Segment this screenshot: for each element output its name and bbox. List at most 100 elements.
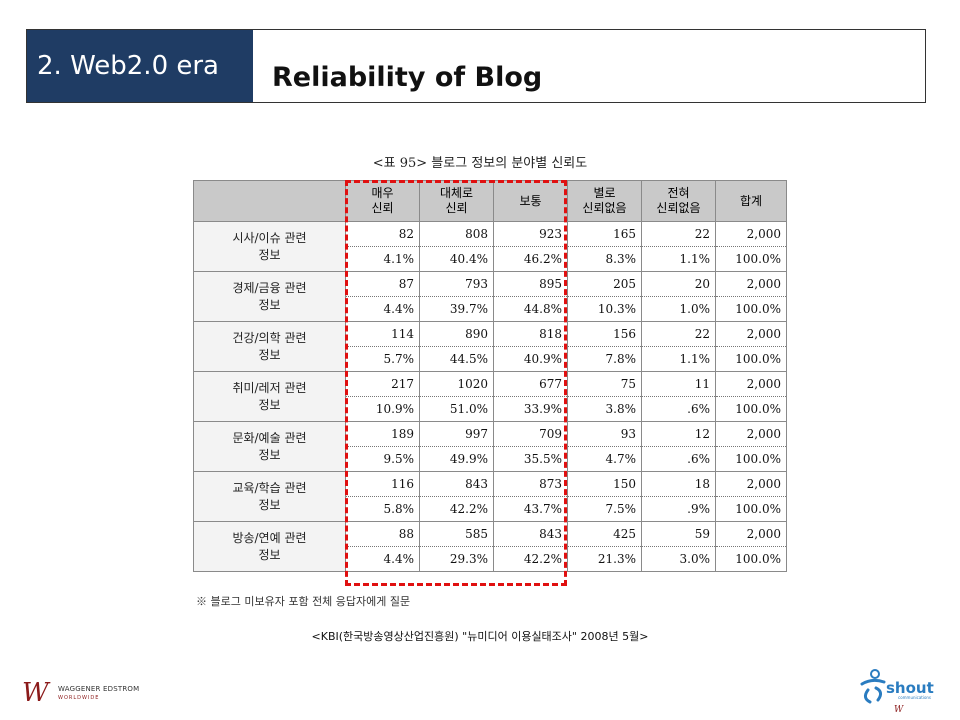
percent-cell: 5.8% [345, 496, 420, 522]
count-cell: 217 [345, 371, 420, 397]
row-category: 건강/의학 관련 정보 [193, 321, 346, 372]
percent-cell: 100.0% [715, 246, 787, 272]
count-cell: 87 [345, 271, 420, 297]
percent-cell: 4.4% [345, 296, 420, 322]
table-header-row: 매우 신뢰 대체로 신뢰 보통 별로 신뢰없음 전혀 신뢰없음 합계 [193, 180, 787, 222]
column-header: 보통 [493, 180, 568, 222]
count-cell: 2,000 [715, 421, 787, 447]
percent-cell: 7.5% [567, 496, 642, 522]
percent-cell: .6% [641, 396, 716, 422]
percent-cell: 100.0% [715, 396, 787, 422]
source-citation: <KBI(한국방송영상산업진흥원) "뉴미디어 이용실태조사" 2008년 5월… [311, 630, 649, 643]
column-header: 합계 [715, 180, 787, 222]
count-cell: 873 [493, 471, 568, 497]
percent-cell: 21.3% [567, 546, 642, 572]
count-cell: 88 [345, 521, 420, 547]
count-cell: 12 [641, 421, 716, 447]
count-cell: 156 [567, 321, 642, 347]
table-row: 방송/연예 관련 정보 88 585 843 425 59 2,000 [193, 521, 787, 572]
row-category: 취미/레저 관련 정보 [193, 371, 346, 422]
percent-cell: 42.2% [493, 546, 568, 572]
percent-cell: 40.9% [493, 346, 568, 372]
column-header: 전혀 신뢰없음 [641, 180, 716, 222]
count-cell: 425 [567, 521, 642, 547]
table-row: 5.8% 42.2% 43.7% 7.5% .9% 100.0% [194, 496, 787, 522]
table-row: 시사/이슈 관련 정보 82 808 923 165 22 2,000 [193, 221, 787, 272]
percent-cell: 44.8% [493, 296, 568, 322]
title-bar: 2. Web2.0 era Reliability of Blog [26, 29, 926, 103]
count-cell: 2,000 [715, 371, 787, 397]
percent-cell: 3.8% [567, 396, 642, 422]
count-cell: 793 [419, 271, 494, 297]
count-cell: 150 [567, 471, 642, 497]
percent-cell: 35.5% [493, 446, 568, 472]
percent-cell: 5.7% [345, 346, 420, 372]
percent-cell: 4.4% [345, 546, 420, 572]
table-footnote: ※ 블로그 미보유자 포함 전체 응답자에게 질문 [196, 595, 411, 608]
table-row: 4.4% 39.7% 44.8% 10.3% 1.0% 100.0% [194, 296, 787, 322]
row-category: 시사/이슈 관련 정보 [193, 221, 346, 272]
percent-cell: 46.2% [493, 246, 568, 272]
count-cell: 677 [493, 371, 568, 397]
count-cell: 709 [493, 421, 568, 447]
count-cell: 843 [493, 521, 568, 547]
count-cell: 93 [567, 421, 642, 447]
percent-cell: 10.3% [567, 296, 642, 322]
count-cell: 116 [345, 471, 420, 497]
percent-cell: 8.3% [567, 246, 642, 272]
percent-cell: 9.5% [345, 446, 420, 472]
percent-cell: 100.0% [715, 446, 787, 472]
header-blank-cell [193, 180, 346, 222]
count-cell: 22 [641, 221, 716, 247]
percent-cell: 1.1% [641, 346, 716, 372]
shout-figure-icon [860, 669, 886, 704]
percent-cell: 29.3% [419, 546, 494, 572]
percent-cell: 7.8% [567, 346, 642, 372]
row-category: 교육/학습 관련 정보 [193, 471, 346, 522]
percent-cell: 42.2% [419, 496, 494, 522]
count-cell: 2,000 [715, 271, 787, 297]
table-row: 4.4% 29.3% 42.2% 21.3% 3.0% 100.0% [194, 546, 787, 572]
slide-title: Reliability of Blog [272, 62, 543, 93]
logo-mark: W [22, 678, 49, 708]
percent-cell: 4.7% [567, 446, 642, 472]
table-row: 5.7% 44.5% 40.9% 7.8% 1.1% 100.0% [194, 346, 787, 372]
table-row: 4.1% 40.4% 46.2% 8.3% 1.1% 100.0% [194, 246, 787, 272]
count-cell: 808 [419, 221, 494, 247]
percent-cell: .6% [641, 446, 716, 472]
logo-mini-mark: W [894, 705, 904, 715]
percent-cell: 3.0% [641, 546, 716, 572]
percent-cell: 40.4% [419, 246, 494, 272]
count-cell: 2,000 [715, 221, 787, 247]
count-cell: 22 [641, 321, 716, 347]
count-cell: 11 [641, 371, 716, 397]
table-row: 9.5% 49.9% 35.5% 4.7% .6% 100.0% [194, 446, 787, 472]
logo-sub: WORLDWIDE [58, 695, 100, 701]
count-cell: 114 [345, 321, 420, 347]
count-cell: 923 [493, 221, 568, 247]
count-cell: 75 [567, 371, 642, 397]
count-cell: 997 [419, 421, 494, 447]
table-row: 경제/금융 관련 정보 87 793 895 205 20 2,000 [193, 271, 787, 322]
waggener-edstrom-logo: W WAGGENER EDSTROM WORLDWIDE [22, 678, 162, 708]
percent-cell: 1.1% [641, 246, 716, 272]
percent-cell: 51.0% [419, 396, 494, 422]
column-header: 매우 신뢰 [345, 180, 420, 222]
column-header: 대체로 신뢰 [419, 180, 494, 222]
count-cell: 20 [641, 271, 716, 297]
section-tab: 2. Web2.0 era [27, 30, 253, 102]
count-cell: 2,000 [715, 471, 787, 497]
count-cell: 165 [567, 221, 642, 247]
row-category: 방송/연예 관련 정보 [193, 521, 346, 572]
row-category: 경제/금융 관련 정보 [193, 271, 346, 322]
shout-logo: shout communications W [858, 668, 938, 718]
percent-cell: 100.0% [715, 546, 787, 572]
percent-cell: 1.0% [641, 296, 716, 322]
table-caption: <표 95> 블로그 정보의 분야별 신뢰도 [372, 156, 588, 171]
count-cell: 2,000 [715, 521, 787, 547]
count-cell: 59 [641, 521, 716, 547]
percent-cell: .9% [641, 496, 716, 522]
count-cell: 585 [419, 521, 494, 547]
count-cell: 205 [567, 271, 642, 297]
count-cell: 189 [345, 421, 420, 447]
